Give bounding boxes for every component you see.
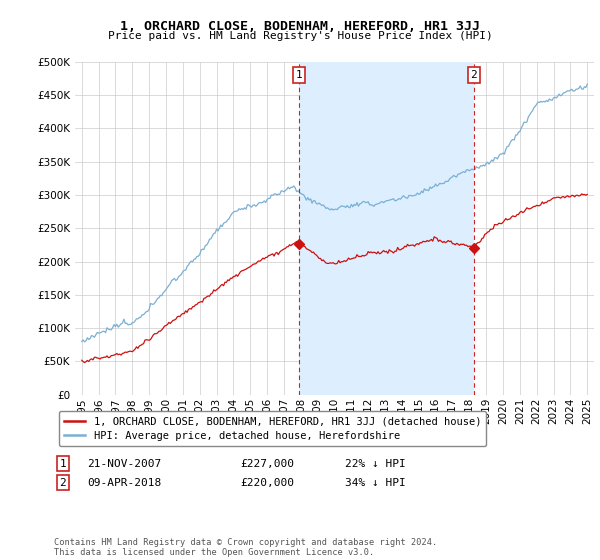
- Text: 1: 1: [59, 459, 67, 469]
- Text: 21-NOV-2007: 21-NOV-2007: [87, 459, 161, 469]
- Text: 1: 1: [296, 70, 302, 80]
- Text: 22% ↓ HPI: 22% ↓ HPI: [345, 459, 406, 469]
- Legend: 1, ORCHARD CLOSE, BODENHAM, HEREFORD, HR1 3JJ (detached house), HPI: Average pri: 1, ORCHARD CLOSE, BODENHAM, HEREFORD, HR…: [59, 411, 486, 446]
- Text: 34% ↓ HPI: 34% ↓ HPI: [345, 478, 406, 488]
- Text: Contains HM Land Registry data © Crown copyright and database right 2024.
This d: Contains HM Land Registry data © Crown c…: [54, 538, 437, 557]
- Text: £220,000: £220,000: [240, 478, 294, 488]
- Bar: [299, 62, 474, 395]
- Text: Price paid vs. HM Land Registry's House Price Index (HPI): Price paid vs. HM Land Registry's House …: [107, 31, 493, 41]
- Text: 1, ORCHARD CLOSE, BODENHAM, HEREFORD, HR1 3JJ: 1, ORCHARD CLOSE, BODENHAM, HEREFORD, HR…: [120, 20, 480, 32]
- Text: 2: 2: [470, 70, 477, 80]
- Text: £227,000: £227,000: [240, 459, 294, 469]
- Text: 09-APR-2018: 09-APR-2018: [87, 478, 161, 488]
- Text: 2: 2: [59, 478, 67, 488]
